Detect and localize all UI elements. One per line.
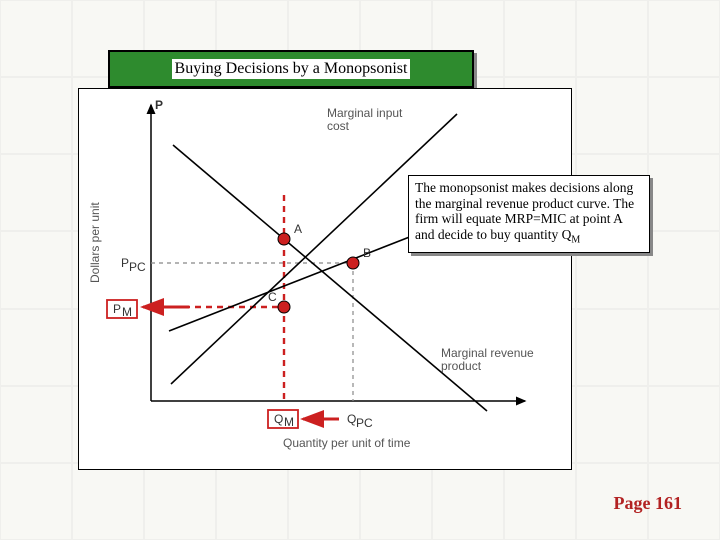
svg-text:B: B [363,246,371,260]
svg-text:Marginal input: Marginal input [327,106,403,120]
slide-title-box: Buying Decisions by a Monopsonist [108,50,474,88]
svg-text:PC: PC [356,416,373,430]
svg-text:P: P [113,302,121,316]
monopsony-diagram: P Dollars per unit Quantity per unit of ti… [79,89,571,469]
svg-text:Q: Q [274,412,283,426]
svg-text:product: product [441,359,482,373]
svg-text:Q: Q [347,412,356,426]
callout-subscript: M [571,234,580,245]
slide-stage: Buying Decisions by a Monopsonist P Dolla… [0,0,720,540]
svg-text:PC: PC [129,260,146,274]
chart-panel: P Dollars per unit Quantity per unit of ti… [78,88,572,470]
svg-text:C: C [268,290,277,304]
svg-text:Marginal revenue: Marginal revenue [441,346,534,360]
svg-text:A: A [294,222,302,236]
svg-text:Quantity per unit of time: Quantity per unit of time [283,436,411,450]
svg-text:P: P [155,98,163,112]
svg-text:P: P [121,256,129,270]
svg-text:Dollars per unit: Dollars per unit [88,202,102,283]
callout-text: The monopsonist makes decisions along th… [415,180,634,242]
slide-title: Buying Decisions by a Monopsonist [172,59,411,79]
svg-text:M: M [284,415,294,429]
page-number: Page 161 [614,493,682,514]
svg-text:cost: cost [327,119,350,133]
svg-text:M: M [122,305,132,319]
explanation-callout: The monopsonist makes decisions along th… [408,175,650,253]
